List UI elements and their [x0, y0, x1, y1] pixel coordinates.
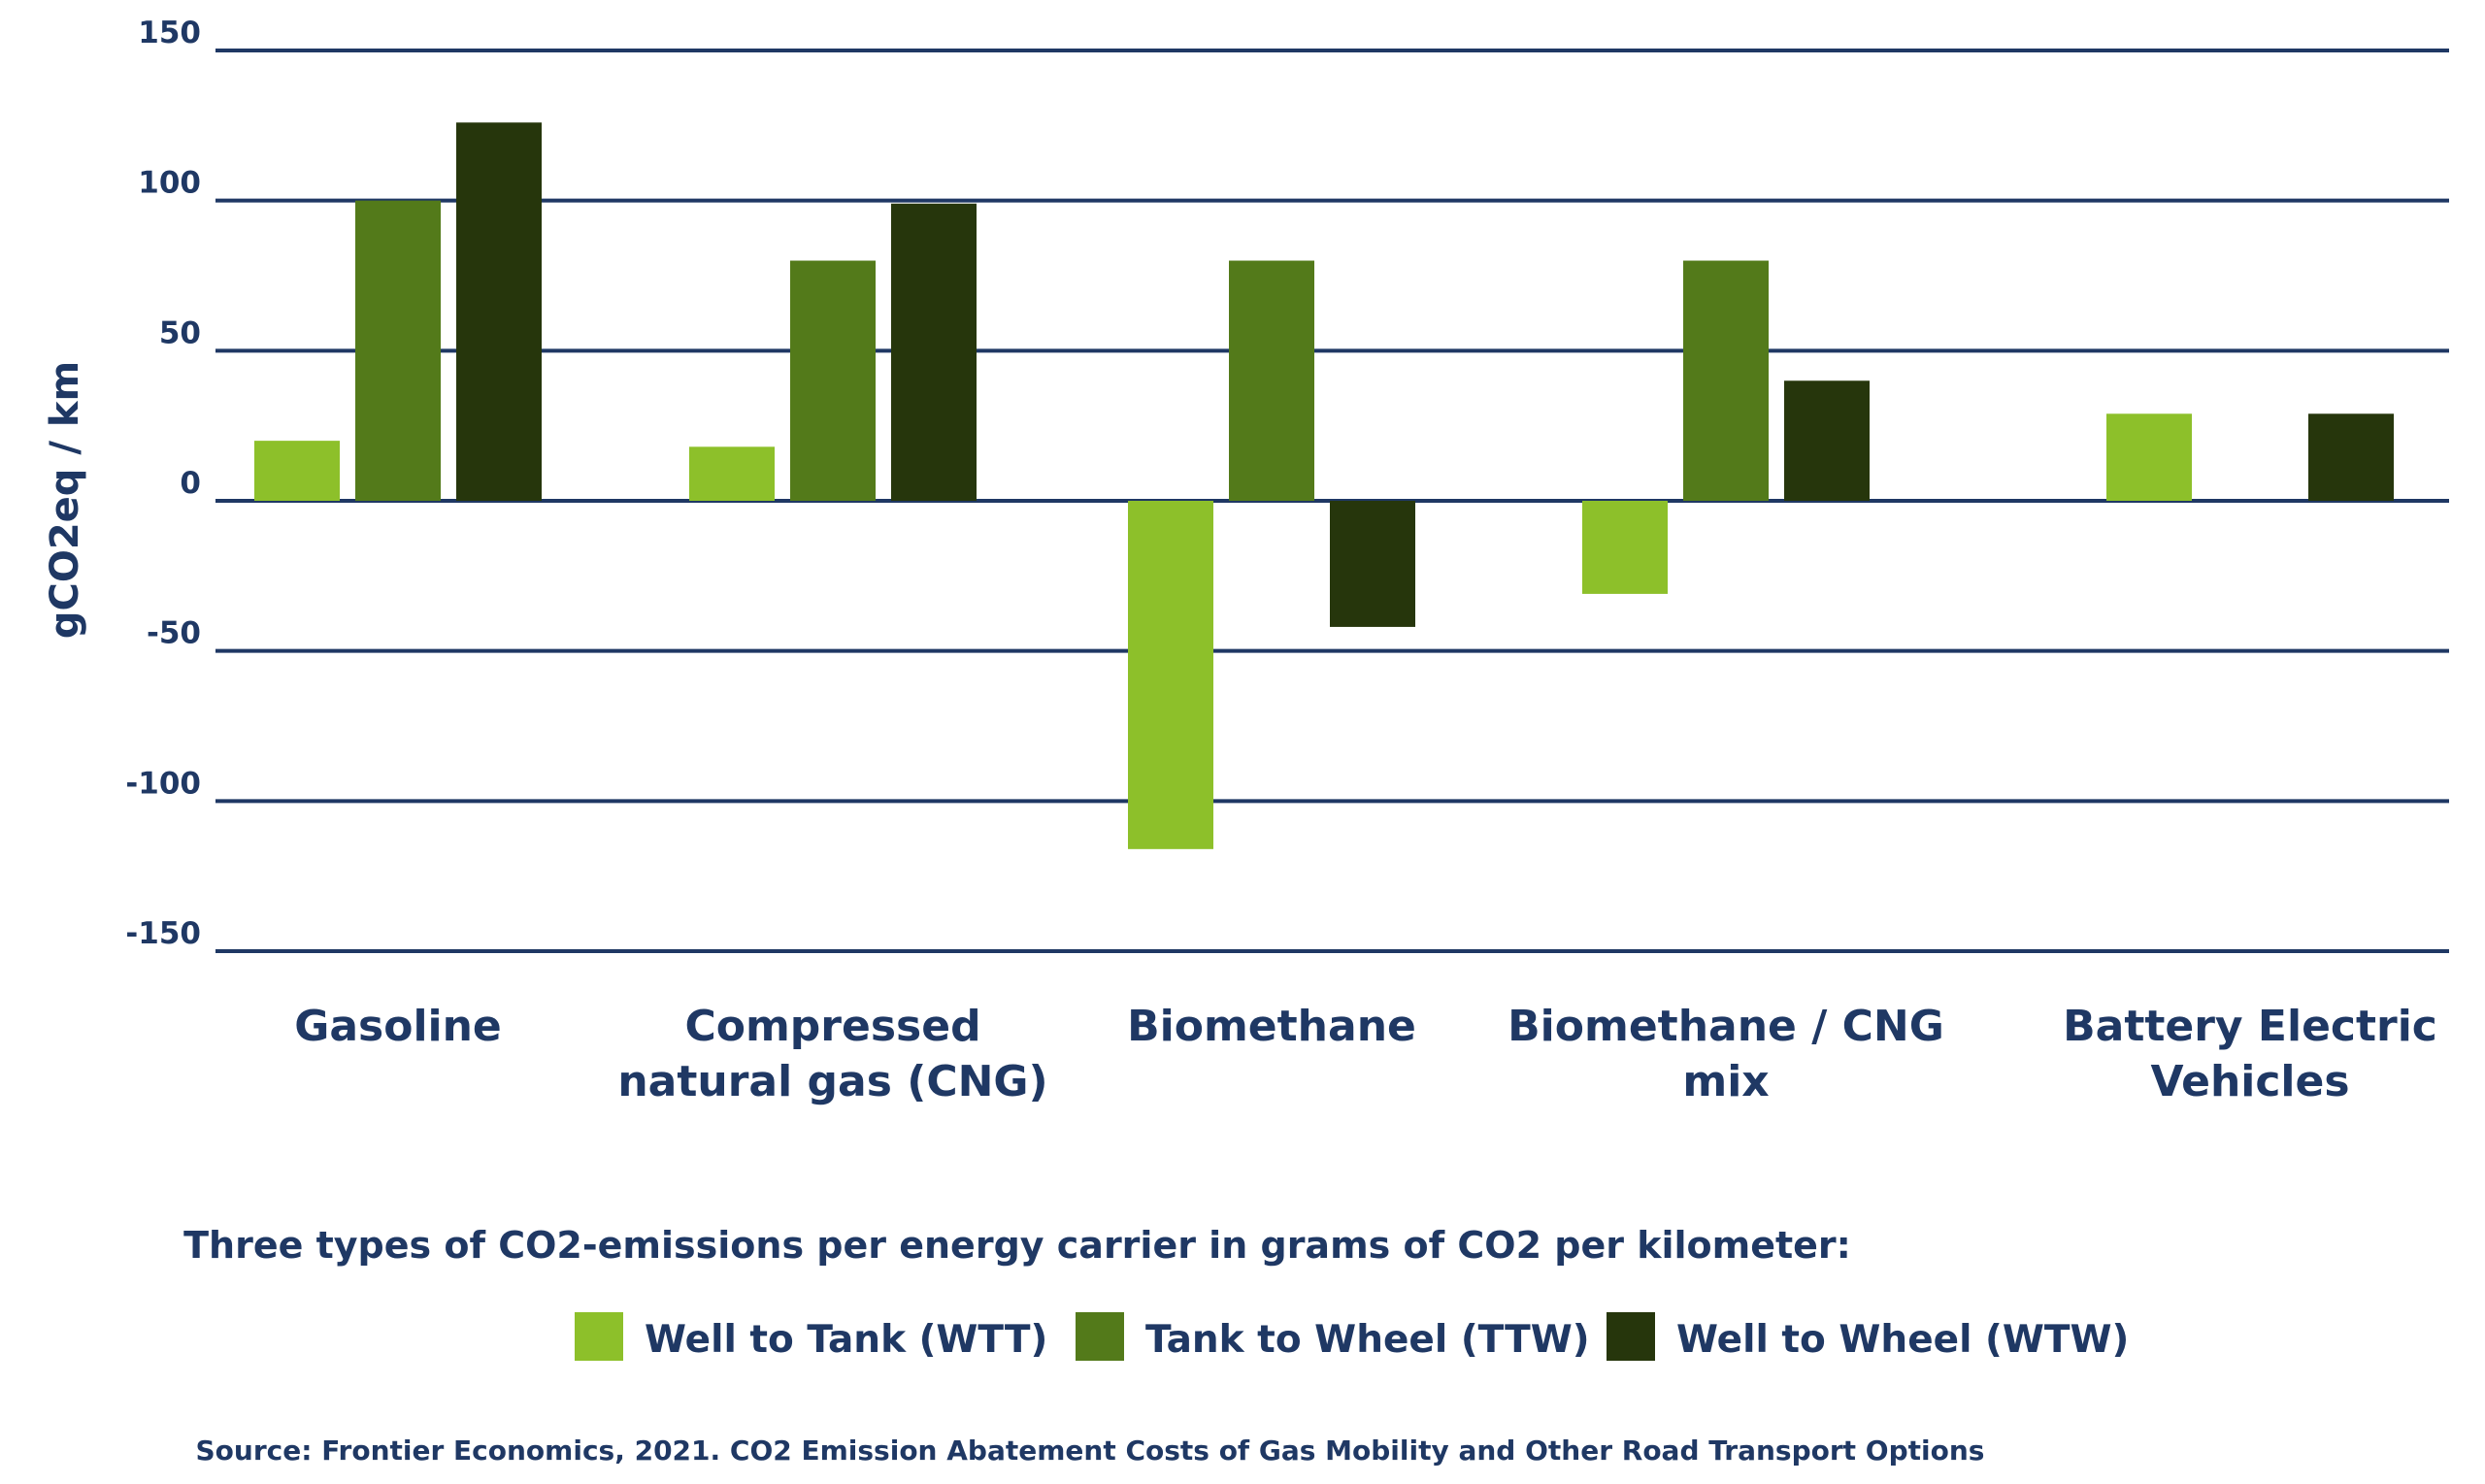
- y-tick-label: -100: [125, 766, 201, 801]
- category-label: natural gas (CNG): [617, 1057, 1047, 1106]
- legend-title: Three types of CO2-emissions per energy …: [183, 1224, 1851, 1267]
- category-labels: Gasoline Compressed natural gas (CNG) Biome…: [294, 1002, 2437, 1106]
- legend-swatch-2: [1607, 1312, 1655, 1361]
- bar-series-2-cat-2: [1330, 501, 1415, 627]
- category-label: Biomethane: [1127, 1002, 1416, 1051]
- category-label: mix: [1682, 1057, 1769, 1106]
- legend-swatch-0: [575, 1312, 623, 1361]
- bar-series-1-cat-3: [1683, 260, 1769, 501]
- bar-series-2-cat-3: [1784, 380, 1870, 501]
- category-label: Compressed: [684, 1002, 980, 1051]
- y-tick-labels: 150 100 50 0 -50 -100 -150: [125, 16, 201, 951]
- y-tick-label: 50: [159, 315, 201, 350]
- y-tick-label: -50: [147, 616, 201, 651]
- bar-series-0-cat-0: [254, 441, 340, 501]
- category-label: Battery Electric: [2063, 1002, 2437, 1051]
- bar-series-0-cat-1: [689, 446, 775, 501]
- legend-label-0: Well to Tank (WTT): [645, 1318, 1047, 1362]
- legend-label-2: Well to Wheel (WTW): [1676, 1318, 2129, 1362]
- category-label: Gasoline: [294, 1002, 502, 1051]
- legend: Well to Tank (WTT) Tank to Wheel (TTW) Wel…: [575, 1312, 2129, 1362]
- legend-label-1: Tank to Wheel (TTW): [1145, 1318, 1590, 1362]
- y-tick-label: 0: [180, 466, 201, 501]
- gridlines: [215, 49, 2449, 953]
- bar-series-2-cat-4: [2308, 413, 2394, 501]
- bar-series-0-cat-4: [2106, 413, 2192, 501]
- y-tick-label: 100: [138, 166, 201, 201]
- y-tick-label: 150: [138, 16, 201, 50]
- bar-series-1-cat-2: [1229, 260, 1314, 501]
- bar-series-1-cat-0: [355, 200, 441, 501]
- bar-series-2-cat-1: [891, 203, 977, 501]
- category-label: Vehicles: [2150, 1057, 2349, 1106]
- legend-swatch-1: [1076, 1312, 1124, 1361]
- bar-series-0-cat-2: [1128, 501, 1213, 849]
- bar-series-1-cat-1: [790, 260, 876, 501]
- y-axis-label: gCO2eq / km: [43, 361, 87, 639]
- y-tick-label: -150: [125, 916, 201, 951]
- bars: [254, 122, 2394, 849]
- source-note: Source: Frontier Economics, 2021. CO2 Em…: [196, 1435, 1985, 1467]
- bar-series-2-cat-0: [456, 122, 542, 502]
- category-label: Biomethane / CNG: [1508, 1002, 1944, 1051]
- bar-series-0-cat-3: [1582, 501, 1668, 594]
